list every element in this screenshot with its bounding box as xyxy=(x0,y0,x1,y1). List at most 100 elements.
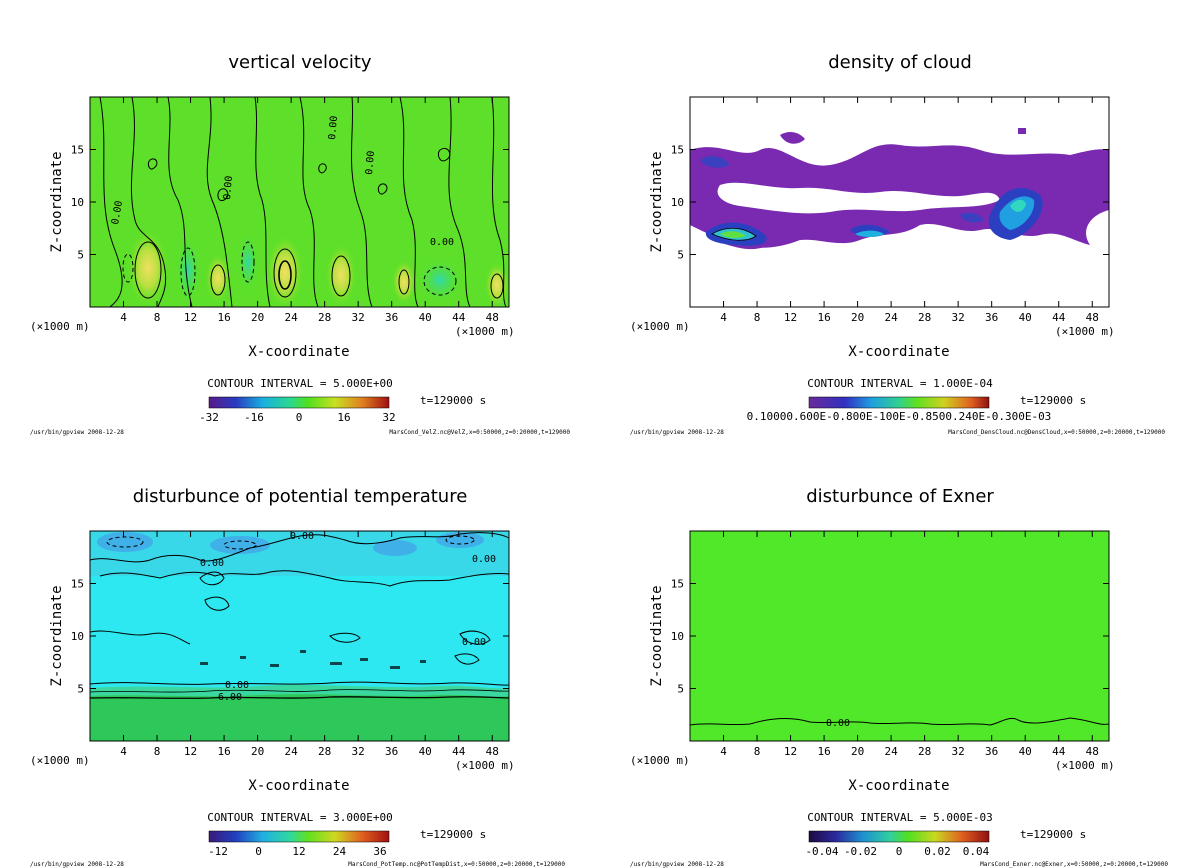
y-tick-label: 15 xyxy=(671,144,684,157)
footer-left: /usr/bin/gpview 2008-12-28 xyxy=(630,429,724,436)
x-axis-label: X-coordinate xyxy=(848,778,949,794)
x-tick-label: 48 xyxy=(1086,311,1099,324)
contour-interval: CONTOUR INTERVAL = 3.000E+00 xyxy=(207,811,392,824)
y-axis-label: Z-coordinate xyxy=(649,151,665,252)
x-tick-label: 48 xyxy=(486,311,499,324)
footer-left: /usr/bin/gpview 2008-12-28 xyxy=(30,861,124,868)
colorbar-ticks: -0.04 -0.02 0 0.02 0.04 xyxy=(805,845,989,858)
x-tick-label: 40 xyxy=(419,745,432,758)
contour-interval: CONTOUR INTERVAL = 5.000E+00 xyxy=(207,377,392,390)
colorbar-tick-label: -32 xyxy=(199,411,219,424)
colorbar-tick-label: 0 xyxy=(296,411,303,424)
x-tick-label: 4 xyxy=(720,745,727,758)
colorbar-tick-label: 0 xyxy=(896,845,903,858)
negative-contours xyxy=(106,535,475,550)
y-tick-label: 15 xyxy=(671,578,684,591)
contour-labels: 0.00 0.00 0.00 0.00 0.00 xyxy=(110,115,454,248)
colorbar xyxy=(208,396,390,409)
x-tick-label: 16 xyxy=(817,745,830,758)
updraft-cell xyxy=(485,263,509,307)
y-tick-label: 5 xyxy=(677,249,684,262)
plot-area: 0.00 0.00 0.00 0.00 0.00 xyxy=(90,97,509,307)
x-tick-label: 8 xyxy=(754,745,761,758)
x-tick-label: 44 xyxy=(452,745,466,758)
colorbar xyxy=(208,830,390,843)
x-tick-label: 36 xyxy=(385,311,398,324)
cold-patch xyxy=(210,536,270,554)
contour-label: 0.00 xyxy=(430,237,454,248)
updraft-cell xyxy=(267,236,303,307)
contour-label: 0.00 xyxy=(364,150,377,175)
x-tick-label: 40 xyxy=(419,311,432,324)
contour-label: 0.00 xyxy=(290,531,314,542)
colorbar-tick-label: 0 xyxy=(255,845,262,858)
footer-right: MarsCond_Exner.nc@Exner,x=0:50000,z=0:20… xyxy=(980,861,1168,868)
contour-label: 0.00 xyxy=(110,200,125,226)
contour-line xyxy=(690,717,1109,726)
colorbar-tick-labels: 0.10000.600E-0.800E-100E-0.8500.240E-0.3… xyxy=(747,410,1052,423)
contour-label: 0.00 xyxy=(222,175,235,200)
colorbar-tick-label: 24 xyxy=(333,845,347,858)
colorbar xyxy=(808,830,990,843)
x-tick-label: 28 xyxy=(918,311,931,324)
updraft-cell xyxy=(392,260,416,304)
x-tick-label: 24 xyxy=(284,311,298,324)
x-unit-right: (×1000 m) xyxy=(1055,325,1115,338)
panel-potential-temperature: disturbunce of potential temperature xyxy=(30,486,565,868)
y-tick-label: 5 xyxy=(677,683,684,696)
colorbar-tick-label: 16 xyxy=(337,411,350,424)
negative-contours xyxy=(122,241,457,297)
contour-interval: CONTOUR INTERVAL = 1.000E-04 xyxy=(807,377,993,390)
colorbar-tick-label: -0.04 xyxy=(805,845,838,858)
chart-title: disturbunce of potential temperature xyxy=(133,486,468,507)
updraft-cell xyxy=(326,245,356,305)
x-tick-label: 40 xyxy=(1019,745,1032,758)
time-label: t=129000 s xyxy=(1020,394,1086,407)
colorbar-tick-label: -0.02 xyxy=(844,845,877,858)
colorbar-tick-label: 32 xyxy=(382,411,395,424)
x-tick-label: 12 xyxy=(784,745,797,758)
x-axis-label: X-coordinate xyxy=(248,344,349,360)
contour-label: 0.00 xyxy=(826,718,850,729)
y-tick-label: 5 xyxy=(77,249,84,262)
colorbar-tick-label: 0.04 xyxy=(963,845,990,858)
x-tick-label: 12 xyxy=(184,311,197,324)
cold-patch xyxy=(97,532,153,552)
colorbar-ticks: -32 -16 0 16 32 xyxy=(199,411,396,424)
cold-patch xyxy=(373,540,417,556)
x-tick-label: 48 xyxy=(1086,745,1099,758)
contour-label: 6.00 xyxy=(218,692,242,703)
x-tick-label: 36 xyxy=(385,745,398,758)
contour-label: 0.00 xyxy=(472,554,496,565)
y-tick-label: 10 xyxy=(71,196,84,209)
x-tick-label: 12 xyxy=(784,311,797,324)
x-tick-label: 16 xyxy=(217,311,230,324)
time-label: t=129000 s xyxy=(1020,828,1086,841)
x-unit-left: (×1000 m) xyxy=(630,320,690,333)
y-axis-label: Z-coordinate xyxy=(649,585,665,686)
x-tick-label: 8 xyxy=(154,745,161,758)
x-tick-label: 16 xyxy=(217,745,230,758)
x-tick-label: 20 xyxy=(851,311,864,324)
x-tick-label: 36 xyxy=(985,745,998,758)
x-unit-right: (×1000 m) xyxy=(1055,759,1115,772)
time-label: t=129000 s xyxy=(420,394,486,407)
updraft-cell xyxy=(206,254,230,302)
x-tick-label: 48 xyxy=(486,745,499,758)
x-tick-label: 8 xyxy=(154,311,161,324)
x-tick-label: 16 xyxy=(817,311,830,324)
panel-vertical-velocity: vertical velocity xyxy=(30,52,570,436)
panel-exner: disturbunce of Exner 0.00 4 8 12 16 20 24 28 32… xyxy=(630,486,1168,868)
cloud-core xyxy=(700,156,1043,246)
x-tick-label: 4 xyxy=(720,311,727,324)
x-tick-label: 20 xyxy=(851,745,864,758)
footer-left: /usr/bin/gpview 2008-12-28 xyxy=(30,429,124,436)
footer-right: MarsCond_VelZ.nc@VelZ,x=0:50000,z=0:2000… xyxy=(389,429,570,436)
y-tick-label: 10 xyxy=(671,630,684,643)
x-tick-label: 20 xyxy=(251,745,264,758)
x-unit-left: (×1000 m) xyxy=(30,754,90,767)
contour-label: 0.00 xyxy=(462,637,486,648)
